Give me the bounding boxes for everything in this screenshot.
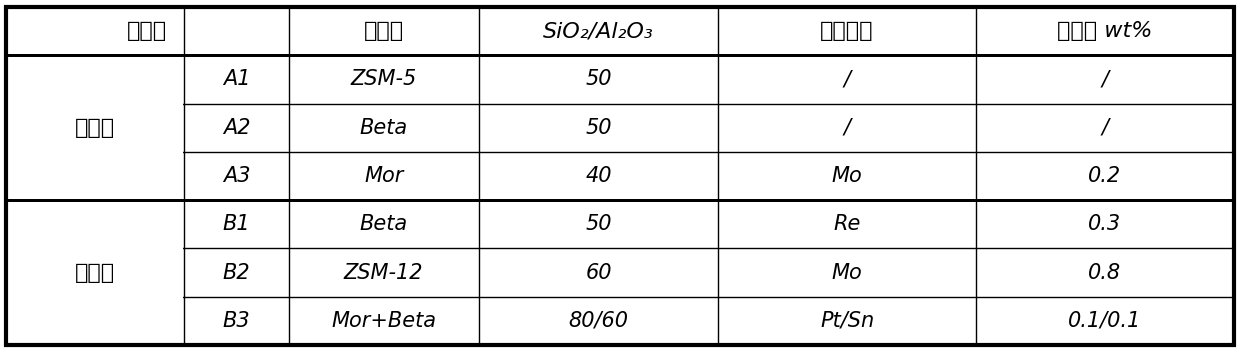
Text: 0.2: 0.2 <box>1089 166 1121 186</box>
Text: ZSM-5: ZSM-5 <box>351 69 417 89</box>
Text: 0.8: 0.8 <box>1089 263 1121 283</box>
Text: Pt/Sn: Pt/Sn <box>820 311 874 331</box>
Text: 负载量 wt%: 负载量 wt% <box>1058 21 1153 41</box>
Text: 50: 50 <box>585 118 611 138</box>
Text: 50: 50 <box>585 69 611 89</box>
Text: Mor+Beta: Mor+Beta <box>331 311 436 331</box>
Text: A3: A3 <box>223 166 250 186</box>
Text: Beta: Beta <box>360 118 408 138</box>
Text: /: / <box>843 69 851 89</box>
Text: SiO₂/Al₂O₃: SiO₂/Al₂O₃ <box>543 21 653 41</box>
Text: ZSM-12: ZSM-12 <box>343 263 423 283</box>
Text: /: / <box>1101 69 1109 89</box>
Text: 40: 40 <box>585 166 611 186</box>
Text: 催化剂: 催化剂 <box>128 21 167 41</box>
Text: Mo: Mo <box>832 166 863 186</box>
Text: Re: Re <box>833 214 861 234</box>
Text: 负载金属: 负载金属 <box>821 21 874 41</box>
Text: 60: 60 <box>585 263 611 283</box>
Text: B2: B2 <box>222 263 250 283</box>
Text: /: / <box>1101 118 1109 138</box>
Text: 0.3: 0.3 <box>1089 214 1121 234</box>
Text: /: / <box>843 118 851 138</box>
Text: Mo: Mo <box>832 263 863 283</box>
Text: A2: A2 <box>223 118 250 138</box>
Text: 第一层: 第一层 <box>76 118 115 138</box>
Text: Beta: Beta <box>360 214 408 234</box>
Text: 第二层: 第二层 <box>76 263 115 283</box>
Text: 分子筛: 分子筛 <box>363 21 404 41</box>
Text: Mor: Mor <box>365 166 403 186</box>
Text: A1: A1 <box>223 69 250 89</box>
Text: B3: B3 <box>222 311 250 331</box>
Text: B1: B1 <box>222 214 250 234</box>
Text: 0.1/0.1: 0.1/0.1 <box>1069 311 1142 331</box>
Text: 50: 50 <box>585 214 611 234</box>
Text: 80/60: 80/60 <box>568 311 629 331</box>
